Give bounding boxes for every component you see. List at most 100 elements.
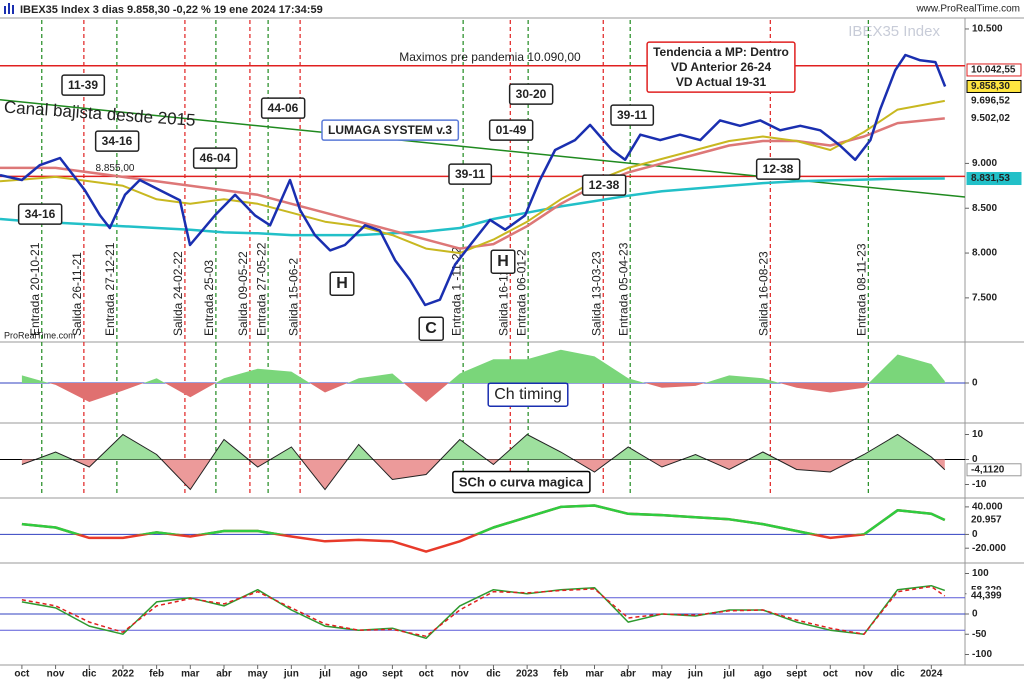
- x-tick-label: mar: [181, 669, 199, 680]
- annotation: 34-16: [25, 207, 56, 221]
- signal-label: Entrada 27-05-22: [254, 242, 268, 336]
- signal-label: Salida 09-05-22: [236, 251, 250, 336]
- annotation: 30-20: [516, 87, 547, 101]
- signal-label: Entrada 25-03: [202, 260, 216, 336]
- x-tick-label: may: [652, 669, 672, 680]
- x-tick-label: dic: [890, 669, 905, 680]
- annotation-text: 11-39: [68, 78, 98, 92]
- annotation-box: [321, 119, 460, 141]
- logo: [4, 3, 14, 14]
- annotation-box: [646, 41, 796, 93]
- annotation: 12-38: [763, 162, 794, 176]
- source: www.ProRealTime.com: [915, 4, 1020, 15]
- signal-label: Entrada 20-10-21: [28, 242, 42, 336]
- annotation-box: [17, 203, 63, 225]
- series-line: [0, 117, 945, 250]
- annotation-box: [490, 249, 516, 274]
- annotation-text: 39-11: [455, 167, 485, 181]
- signal-label: Salida 24-02-22: [171, 251, 185, 336]
- signal-label: Entrada 1 -11-22: [449, 247, 463, 336]
- annotation: 44-06: [268, 101, 299, 115]
- credit: ProRealTime.com: [4, 330, 76, 340]
- x-tick-label: ago: [350, 669, 368, 680]
- annotation-box: [448, 163, 493, 185]
- annotation-text: 30-20: [516, 87, 547, 101]
- area-outline: [21, 433, 946, 491]
- series-line-positive: [21, 504, 946, 535]
- panel-title: SCh o curva magica: [459, 474, 584, 489]
- y-tick-label: -10: [972, 479, 987, 490]
- x-tick-label: jun: [687, 669, 703, 680]
- annotation-box: [260, 97, 306, 119]
- x-tick-label: sept: [786, 669, 807, 680]
- annotation-box: [329, 271, 355, 296]
- y-tick-label: 9.000: [972, 158, 997, 169]
- x-tick-label: jul: [318, 669, 331, 680]
- y-tick-label: 8.500: [972, 203, 997, 214]
- x-tick-label: mar: [585, 669, 603, 680]
- y-tick-label: 0: [972, 378, 978, 389]
- x-tick-label: abr: [216, 669, 232, 680]
- annotation-box: [508, 83, 554, 105]
- annotation: C: [425, 320, 437, 337]
- signal-label: Salida 15-06-2: [286, 258, 300, 336]
- signal-label: Salida 13-03-23: [589, 251, 603, 336]
- x-tick-label: oct: [14, 669, 30, 680]
- x-tick-label: oct: [823, 669, 839, 680]
- y-tick-label: 8.000: [972, 248, 997, 259]
- annotation-text: VD Actual 19-31: [676, 75, 767, 89]
- last-value-label: 9.858,30: [971, 81, 1010, 92]
- x-tick-label: dic: [82, 669, 97, 680]
- annotation: 39-11: [617, 108, 647, 122]
- last-value-box: [966, 513, 1022, 527]
- y-tick-label: 10: [972, 429, 984, 440]
- x-tick-label: may: [248, 669, 268, 680]
- annotation: 39-11: [455, 167, 485, 181]
- x-tick-label: nov: [47, 669, 65, 680]
- annotation: 34-16: [102, 134, 133, 148]
- series-line: [0, 53, 947, 307]
- chart-title: IBEX35 Index 3 dias 9.858,30 -0,22 % 19 …: [20, 4, 323, 16]
- signal-label: Entrada 05-04-23: [616, 242, 630, 336]
- x-tick-label: oct: [419, 669, 435, 680]
- annotation-box: [488, 119, 534, 141]
- level-label: 8.855,00: [96, 163, 135, 174]
- signal-label: Entrada 06-01-2: [514, 249, 528, 336]
- annotation-text: H: [336, 275, 348, 292]
- annotation-text: 12-38: [763, 162, 794, 176]
- last-value-box: [966, 79, 1022, 93]
- x-tick-label: 2024: [920, 669, 943, 680]
- signal-label: Entrada 27-12-21: [103, 242, 117, 336]
- panel-title: Ch timing: [494, 386, 562, 403]
- y-tick-label: -50: [972, 629, 987, 640]
- x-tick-label: dic: [486, 669, 501, 680]
- annotation-text: H: [497, 253, 509, 270]
- last-value-label: 8.831,53: [971, 173, 1010, 184]
- annotation-text: 01-49: [496, 123, 527, 137]
- annotation: 01-49: [496, 123, 527, 137]
- last-value-box: [966, 111, 1022, 125]
- annotation: H: [497, 253, 509, 270]
- annotation-text: 44-06: [268, 101, 299, 115]
- y-tick-label: 40.000: [972, 502, 1003, 513]
- signal-label: Salida 16-12-2: [496, 258, 510, 336]
- y-tick-label: 0: [972, 609, 978, 620]
- x-tick-label: abr: [620, 669, 636, 680]
- annotation: 46-04: [200, 151, 231, 165]
- annotation-box: [755, 158, 801, 180]
- annotation-text: 34-16: [102, 134, 133, 148]
- annotation: H: [336, 275, 348, 292]
- last-value-box: [966, 463, 1022, 477]
- annotation-text: 39-11: [617, 108, 647, 122]
- signal-label: Entrada 08-11-23: [855, 243, 869, 336]
- watermark: IBEX35 Index: [848, 23, 940, 40]
- series-line: [21, 585, 946, 638]
- last-value-label: 44,399: [971, 591, 1002, 602]
- series-line: [21, 584, 946, 640]
- last-value-label: 20.957: [971, 515, 1002, 526]
- series-line: [0, 99, 945, 255]
- y-tick-label: -100: [972, 649, 992, 660]
- last-value-label: 9.696,52: [971, 96, 1010, 107]
- annotation-text: C: [425, 320, 437, 337]
